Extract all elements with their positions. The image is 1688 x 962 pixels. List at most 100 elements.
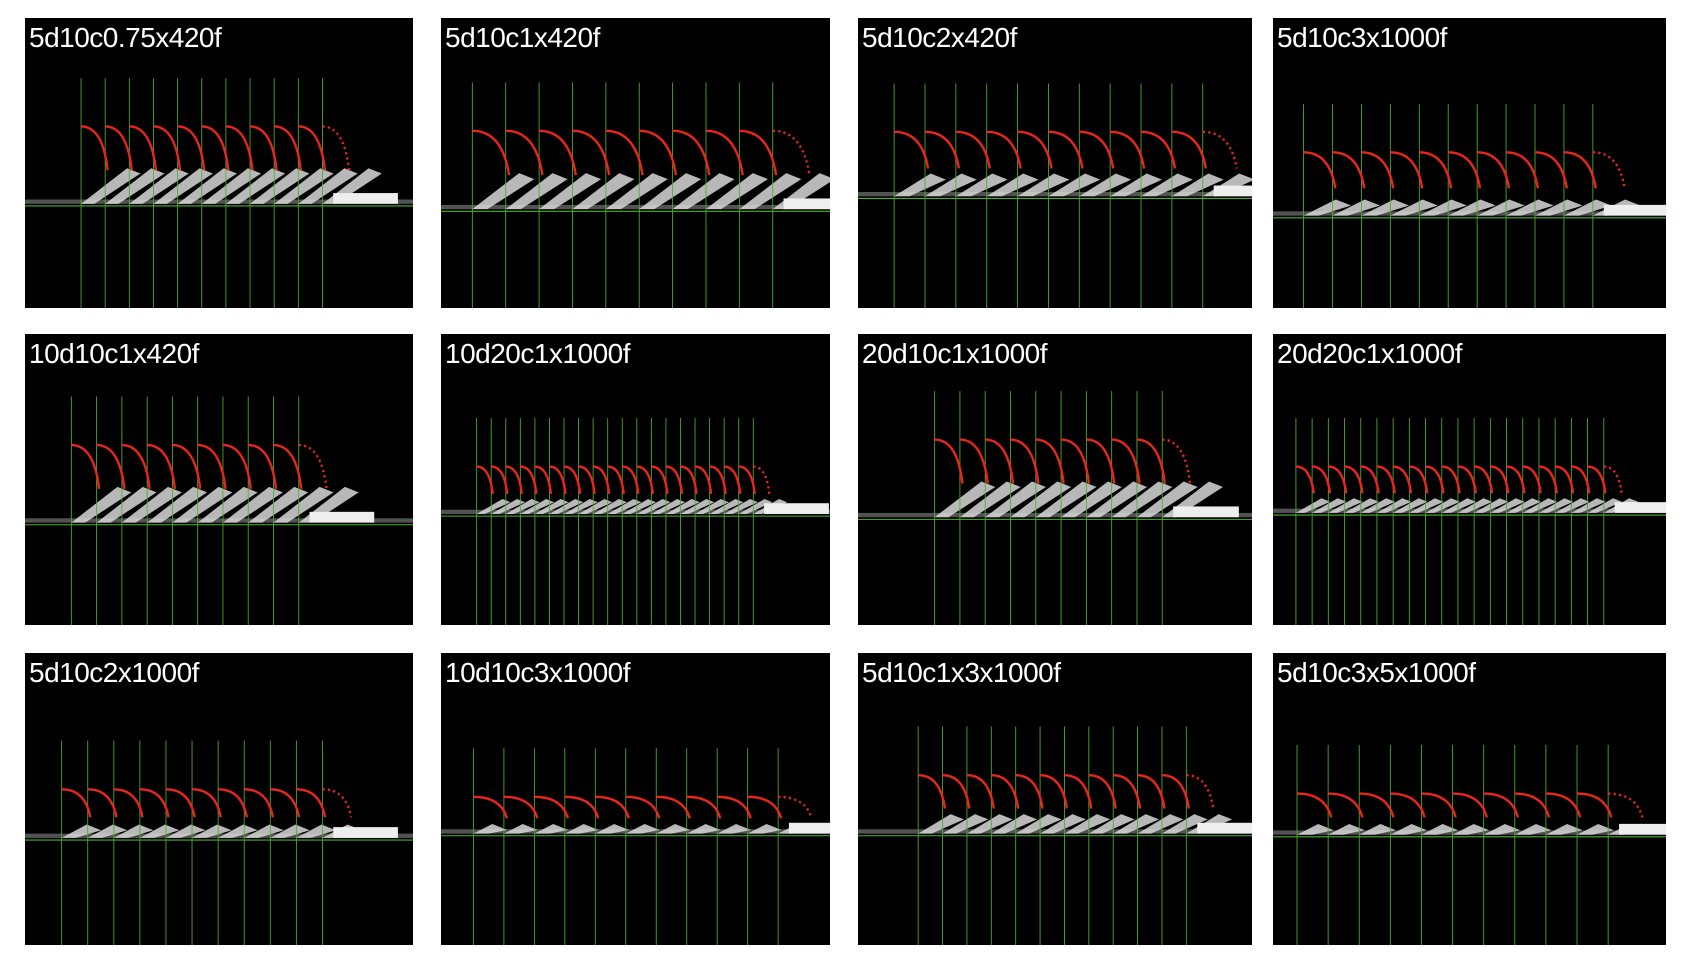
fallen-domino: [783, 198, 830, 210]
domino: [1328, 498, 1363, 513]
panel-image: [25, 78, 413, 308]
trajectory-arc: [177, 125, 206, 171]
trajectory-arc: [1079, 130, 1115, 169]
domino: [672, 173, 735, 210]
trajectory-arc: [747, 795, 783, 819]
trajectory-arc: [986, 130, 1022, 169]
domino: [1483, 824, 1521, 835]
domino: [1344, 498, 1379, 513]
domino: [153, 168, 213, 204]
domino: [639, 173, 702, 210]
panel-title: 5d10c1x3x1000f: [862, 657, 1061, 688]
trajectory-arc: [273, 443, 303, 490]
trajectory-arc: [966, 774, 995, 809]
trajectory-arc: [1603, 465, 1623, 494]
trajectory-arc: [322, 788, 353, 818]
trajectory-arc: [121, 443, 151, 490]
trajectory-arc: [1186, 774, 1215, 809]
domino: [636, 499, 671, 514]
trajectory-arc: [1086, 438, 1116, 484]
trajectory-arc: [1017, 130, 1053, 169]
trajectory-arc: [248, 443, 278, 490]
domino: [222, 486, 283, 523]
experiment-panel: 10d10c1x420f: [25, 334, 413, 625]
trajectory-arc: [1035, 438, 1065, 484]
domino: [197, 486, 258, 523]
domino: [1441, 498, 1477, 513]
domino: [1571, 498, 1606, 513]
domino: [1448, 199, 1496, 216]
domino: [991, 814, 1038, 834]
fallen-domino: [1614, 502, 1666, 513]
domino: [593, 499, 627, 514]
trajectory-arc: [680, 465, 698, 494]
fallen-domino: [788, 822, 830, 834]
domino: [680, 499, 715, 514]
panel-title: 20d10c1x1000f: [862, 338, 1048, 369]
trajectory-arc: [1390, 151, 1424, 189]
domino: [1490, 498, 1525, 513]
trajectory-arc: [296, 788, 327, 818]
trajectory-arc: [165, 788, 196, 818]
trajectory-arc: [778, 795, 813, 819]
domino: [534, 823, 569, 834]
panel-title: 5d10c2x1000f: [29, 657, 199, 688]
trajectory-arc: [1506, 465, 1526, 494]
domino: [1015, 814, 1062, 834]
experiment-panel: 20d10c1x1000f: [858, 334, 1252, 625]
floor: [25, 518, 413, 523]
trajectory-arc: [656, 795, 691, 819]
trajectory-arc: [1359, 792, 1395, 818]
domino: [1040, 814, 1086, 834]
domino: [1361, 199, 1409, 216]
panel-image: [1273, 418, 1666, 625]
panel-image: [25, 396, 413, 625]
domino: [595, 823, 630, 834]
trajectory-arc: [959, 438, 989, 484]
domino: [1359, 824, 1396, 835]
domino: [505, 173, 568, 210]
domino: [105, 168, 165, 204]
panel-image: [441, 418, 830, 625]
trajectory-arc: [709, 465, 727, 494]
domino: [894, 173, 946, 197]
trajectory-arc: [1474, 465, 1494, 494]
domino: [218, 824, 258, 838]
trajectory-arc: [1344, 465, 1364, 494]
domino: [1577, 824, 1614, 835]
trajectory-arc: [1064, 774, 1093, 809]
fallen-domino: [1603, 204, 1666, 216]
domino: [61, 824, 102, 838]
trajectory-arc: [738, 465, 756, 494]
trajectory-arc: [639, 129, 678, 176]
trajectory-arc: [694, 465, 713, 494]
trajectory-arc: [549, 465, 567, 494]
trajectory-arc: [1202, 130, 1238, 169]
trajectory-arc: [61, 788, 92, 818]
domino: [578, 499, 613, 514]
trajectory-arc: [473, 795, 509, 819]
domino: [686, 823, 721, 834]
trajectory-arc: [1110, 130, 1146, 169]
experiment-panel: 5d10c3x5x1000f: [1273, 653, 1666, 945]
panel-image: [441, 748, 830, 945]
domino: [121, 486, 182, 523]
trajectory-arc: [1448, 151, 1482, 189]
trajectory-arc: [129, 125, 158, 171]
trajectory-arc: [1328, 465, 1348, 494]
fallen-domino: [1213, 185, 1252, 197]
trajectory-arc: [1015, 774, 1044, 809]
trajectory-arc: [96, 443, 126, 490]
trajectory-arc: [1390, 792, 1426, 818]
trajectory-arc: [1060, 438, 1091, 484]
trajectory-arc: [705, 129, 744, 176]
trajectory-arc: [1506, 151, 1540, 189]
trajectory-arc: [985, 438, 1015, 484]
fallen-domino: [1619, 823, 1666, 835]
trajectory-arc: [1136, 438, 1166, 484]
trajectory-arc: [539, 129, 577, 176]
trajectory-arc: [1421, 792, 1457, 818]
trajectory-arc: [1161, 774, 1190, 809]
experiment-panel: 20d20c1x1000f: [1273, 334, 1666, 625]
experiment-panel: 10d10c3x1000f: [441, 653, 830, 945]
